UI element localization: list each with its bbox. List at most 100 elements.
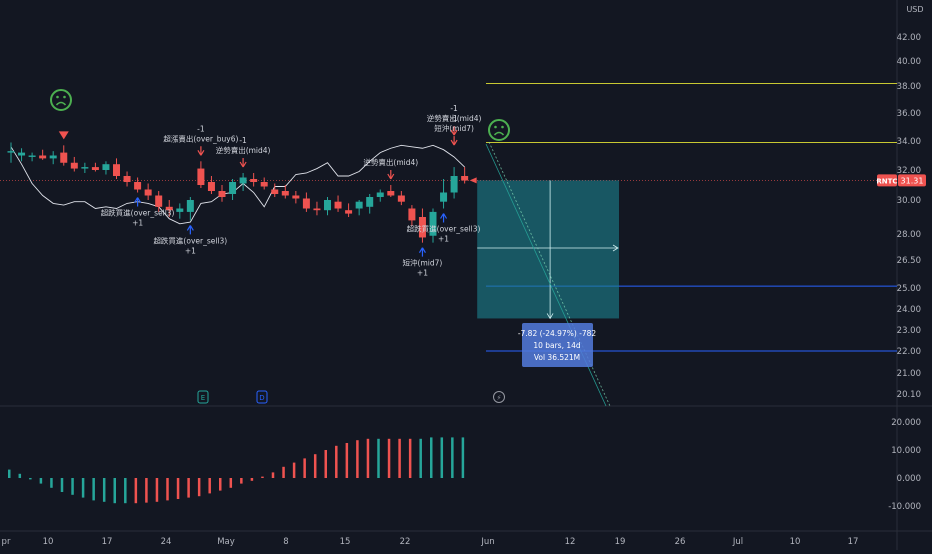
price-tick: 22.00	[897, 347, 921, 357]
histogram-bar	[250, 478, 254, 481]
sad-face-eye	[63, 95, 66, 99]
histogram-bar	[261, 476, 264, 478]
histogram-bar	[356, 440, 359, 478]
price-tick: 42.00	[897, 33, 921, 43]
candle-body	[155, 195, 163, 207]
event-badge-label: E	[201, 394, 205, 402]
event-badge-icon	[493, 391, 505, 403]
candle-body	[207, 182, 215, 191]
candle-body	[324, 200, 331, 211]
candle-body	[60, 152, 68, 163]
sad-face-eye	[501, 125, 504, 129]
histogram-bar	[377, 438, 380, 478]
histogram-bar	[366, 438, 370, 478]
buy-arrow	[134, 197, 142, 207]
candle-body	[134, 182, 142, 190]
osc-tick: -10.000	[888, 502, 921, 512]
sad-face-mouth	[493, 131, 505, 136]
price-tick: 34.00	[897, 137, 921, 147]
price-tick: 40.00	[897, 57, 921, 67]
measure-volume: Vol 36.521M	[534, 353, 580, 362]
candle-body	[355, 201, 363, 209]
candle-body	[7, 151, 15, 153]
histogram-bar	[8, 469, 11, 478]
histogram-bar	[240, 478, 243, 484]
candle-body	[239, 177, 247, 184]
candle-body	[313, 208, 321, 211]
signal-label: -1	[197, 124, 205, 133]
measure-change: -7.82 (-24.97%) -782	[518, 329, 597, 338]
price-tick: 36.00	[897, 109, 921, 119]
histogram-bar	[176, 478, 180, 499]
candle-body	[186, 200, 194, 212]
candle-body	[144, 189, 152, 196]
candle-body	[408, 208, 416, 221]
sad-face-icon	[50, 89, 72, 111]
sell-arrow	[450, 136, 458, 146]
time-tick: 24	[161, 537, 172, 547]
candle-body	[387, 191, 395, 196]
osc-tick: 20.000	[891, 418, 921, 428]
candle-body	[302, 198, 310, 209]
price-tick: 24.00	[897, 305, 921, 315]
ticker-tag	[877, 174, 897, 187]
price-tick: 20.10	[897, 390, 921, 400]
time-tick: 12	[565, 537, 576, 547]
candle-body	[123, 176, 131, 182]
sad-face-icon	[488, 119, 510, 141]
signal-label: 超漲賣出(over_buy6)	[163, 133, 238, 143]
histogram-bar	[271, 472, 275, 478]
candle-body	[165, 206, 173, 211]
event-badge-label: D	[259, 394, 264, 402]
candle-body	[450, 176, 458, 193]
time-tick: Jun	[480, 537, 494, 547]
signal-label: 超跌買進(over_sell3)	[153, 235, 227, 245]
candle-body	[271, 189, 279, 194]
histogram-bar	[208, 478, 211, 494]
signal-label: +1	[417, 269, 428, 278]
box-arrow-down	[546, 313, 554, 320]
histogram-bar	[50, 478, 53, 488]
signal-label: +1	[132, 219, 143, 228]
histogram-bar	[461, 437, 465, 478]
ticker-label: RNTC	[876, 177, 897, 185]
price-tick: 38.00	[897, 82, 921, 92]
candle-body	[229, 182, 237, 194]
histogram-bar	[324, 450, 327, 478]
candle-body	[366, 197, 374, 207]
candle-body	[418, 217, 426, 238]
sad-face-eye	[494, 125, 497, 129]
sad-face-eye	[56, 95, 59, 99]
candle-body	[218, 191, 226, 197]
histogram-bar	[387, 438, 391, 478]
candle-body	[292, 195, 300, 199]
histogram-bar	[430, 437, 433, 478]
time-tick: 26	[675, 537, 686, 547]
sell-arrow	[239, 158, 247, 168]
histogram-bar	[134, 478, 138, 504]
histogram-bar	[124, 478, 127, 504]
histogram-bar	[419, 438, 422, 478]
candle-body	[176, 208, 184, 212]
histogram-bar	[60, 478, 64, 492]
histogram-bar	[18, 473, 22, 478]
trend-line	[488, 141, 611, 407]
histogram-bar	[29, 478, 32, 480]
candle-body	[281, 191, 289, 196]
box-arrow-right	[612, 244, 619, 252]
osc-tick: 10.000	[891, 446, 921, 456]
sell-triangle	[58, 131, 69, 140]
histogram-bar	[219, 478, 222, 491]
candle-body	[28, 155, 36, 157]
current-price-label: 31.31	[901, 176, 924, 185]
candle-body	[334, 201, 342, 209]
candle-body	[81, 167, 89, 169]
price-tick: 30.00	[897, 196, 921, 206]
sell-arrow	[387, 170, 395, 180]
time-tick: 17	[102, 537, 113, 547]
histogram-bar	[345, 443, 349, 478]
sell-arrow	[450, 126, 458, 136]
